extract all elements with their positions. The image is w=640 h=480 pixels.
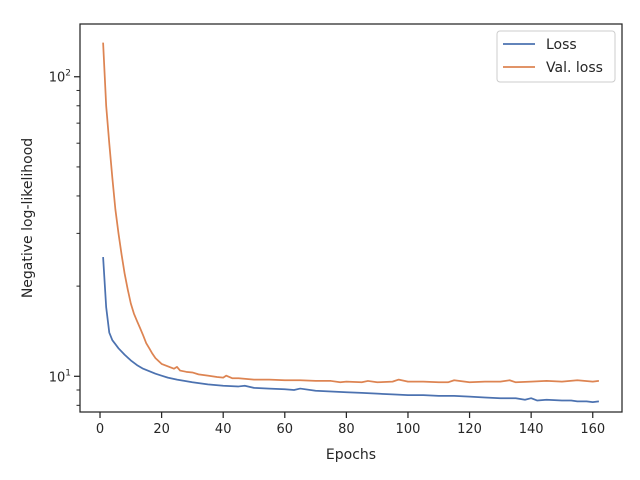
y-tick-label: 101 — [49, 368, 71, 385]
series-line-val-loss — [102, 42, 599, 384]
x-tick-label: 0 — [96, 422, 104, 437]
x-axis-label: Epochs — [326, 447, 376, 463]
series-layer — [102, 42, 600, 403]
x-tick-label: 140 — [519, 422, 544, 437]
x-axis-ticks: 0 20 40 60 80 100 120 140 160 — [96, 412, 605, 437]
legend: Loss Val. loss — [496, 30, 616, 83]
legend-label-val-loss: Val. loss — [546, 60, 603, 76]
x-tick-label: 120 — [457, 422, 482, 437]
y-axis-ticks: 101 102 — [49, 69, 80, 406]
plot-frame — [79, 23, 623, 413]
x-tick-label: 100 — [396, 422, 421, 437]
x-tick-label: 60 — [277, 422, 294, 437]
series-line-loss — [102, 257, 600, 403]
x-tick-label: 80 — [338, 422, 355, 437]
legend-label-loss: Loss — [546, 37, 577, 53]
y-tick-label: 102 — [49, 69, 71, 86]
plot-area — [80, 24, 622, 412]
x-tick-label: 160 — [580, 422, 605, 437]
x-tick-label: 20 — [153, 422, 170, 437]
x-tick-label: 40 — [215, 422, 232, 437]
y-axis-label: Negative log-likelihood — [20, 138, 36, 298]
